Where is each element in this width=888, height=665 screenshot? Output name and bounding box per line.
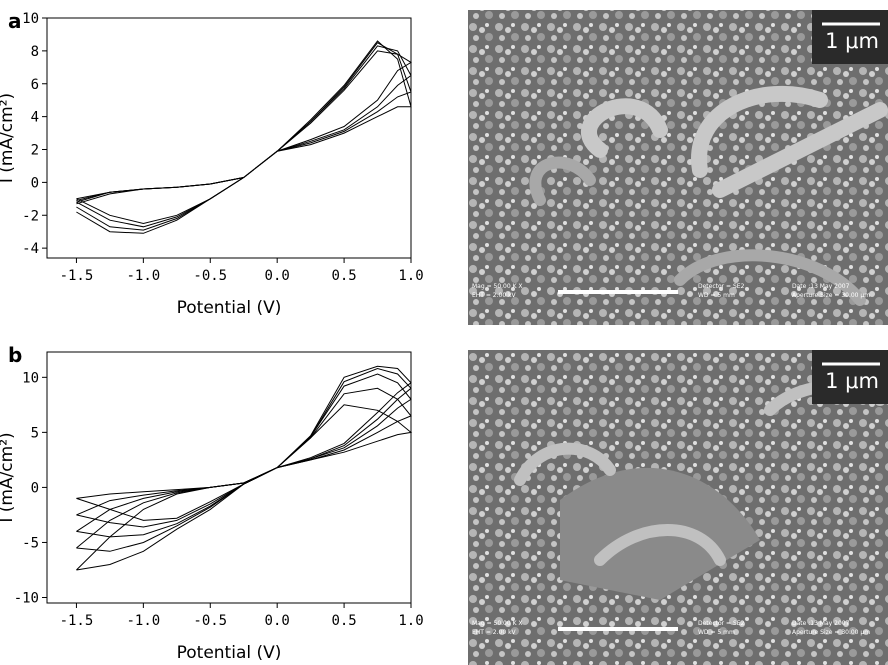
info: WD = 5 mm xyxy=(698,292,735,299)
x-tick-label: 0.5 xyxy=(331,268,356,284)
x-tick-label: -0.5 xyxy=(193,613,227,629)
nanotube xyxy=(581,85,888,198)
info-bar xyxy=(558,290,678,294)
info: Mag = 50.00 K X xyxy=(472,283,523,290)
y-tick-label: -10 xyxy=(14,590,39,606)
x-tick-label: -1.0 xyxy=(126,613,160,629)
scale-bar-label: 1 μm xyxy=(825,29,879,53)
x-tick-label: 0.5 xyxy=(331,613,356,629)
y-tick-label: -4 xyxy=(22,241,39,257)
info: Detector = SE2 xyxy=(698,283,745,290)
plot-frame xyxy=(46,17,412,259)
sem-image-a: 1 μm Mag = 50.00 K X EHT = 2.00 kV Detec… xyxy=(468,10,888,325)
info: Date :13 May 2007 xyxy=(792,283,850,290)
cv-curve xyxy=(76,387,412,528)
cv-curve xyxy=(76,45,412,228)
info: Date :13 May 2007 xyxy=(792,620,850,627)
x-tick-label: -1.5 xyxy=(60,268,94,284)
cv-curve xyxy=(76,373,412,538)
scale-bar-box xyxy=(812,10,888,64)
y-tick-label: 10 xyxy=(22,11,39,27)
y-axis-label: I (mA/cm²) xyxy=(0,432,17,522)
plot-frame xyxy=(46,351,412,604)
cv-curve xyxy=(76,365,412,571)
y-tick-label: -2 xyxy=(22,208,39,224)
x-tick-label: 0.0 xyxy=(265,268,290,284)
info: EHT = 2.00 kV xyxy=(472,292,517,299)
y-axis-label: I (mA/cm²) xyxy=(0,93,17,183)
y-tick-label: 8 xyxy=(31,44,39,60)
x-axis-label: Potential (V) xyxy=(177,643,282,663)
nanotube xyxy=(529,156,866,306)
info: Aperture Size = 30.00 μm xyxy=(792,629,870,636)
info: Mag = 50.00 K X xyxy=(472,620,523,627)
y-tick-label: 2 xyxy=(31,143,39,159)
x-tick-label: 1.0 xyxy=(398,268,423,284)
x-tick-label: -0.5 xyxy=(193,268,227,284)
x-tick-label: -1.0 xyxy=(126,268,160,284)
x-tick-label: 1.0 xyxy=(398,613,423,629)
scale-bar-box xyxy=(812,350,888,404)
info: Aperture Size = 30.00 μm xyxy=(792,292,870,299)
y-tick-label: 5 xyxy=(31,425,39,441)
info: EHT = 2.00 kV xyxy=(472,629,517,636)
y-tick-label: 0 xyxy=(31,175,39,191)
info-bar xyxy=(558,627,678,631)
x-axis-label: Potential (V) xyxy=(177,298,282,318)
x-tick-label: 0.0 xyxy=(265,613,290,629)
sem-image-b: 1 μm Mag = 50.00 K X EHT = 2.00 kV Detec… xyxy=(468,350,888,665)
info: WD = 5 mm xyxy=(698,629,735,636)
y-tick-label: -5 xyxy=(22,535,39,551)
cv-curve xyxy=(76,367,412,552)
x-tick-label: -1.5 xyxy=(60,613,94,629)
cv-curve xyxy=(76,50,412,225)
info: Detector = SE2 xyxy=(698,620,745,627)
cv-curve xyxy=(76,404,413,521)
y-tick-label: 4 xyxy=(31,110,39,126)
panel-label: b xyxy=(8,343,22,367)
y-tick-label: 10 xyxy=(22,370,39,386)
y-tick-label: 0 xyxy=(31,480,39,496)
scale-bar-label: 1 μm xyxy=(825,369,879,393)
y-tick-label: 6 xyxy=(31,77,39,93)
panel-label: a xyxy=(8,9,22,33)
